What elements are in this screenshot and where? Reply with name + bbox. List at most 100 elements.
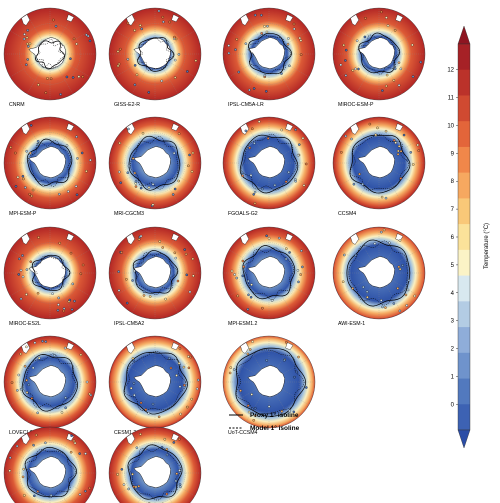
- proxy-site-marker: [396, 152, 400, 156]
- proxy-site-marker: [365, 290, 369, 293]
- proxy-site-marker: [253, 142, 256, 145]
- proxy-site-marker: [385, 16, 388, 19]
- antarctica: [247, 256, 285, 288]
- proxy-site-marker: [285, 247, 288, 250]
- proxy-site-marker: [300, 249, 303, 252]
- proxy-site-marker: [81, 263, 85, 267]
- proxy-site-marker: [46, 77, 49, 80]
- proxy-site-marker: [25, 63, 28, 66]
- map-panel: IPSL-CM5A2: [108, 226, 202, 327]
- proxy-site-marker: [246, 352, 250, 356]
- proxy-site-marker: [35, 433, 38, 437]
- meridian-line: [131, 14, 179, 94]
- colorbar-band: [458, 146, 470, 173]
- legend-proxy-label: Proxy 1° isoline: [250, 411, 299, 419]
- proxy-site-marker: [41, 340, 44, 343]
- map-panel: CCSM4: [332, 116, 426, 217]
- proxy-site-marker: [177, 179, 180, 183]
- panel-label: FGOALS-G2: [228, 211, 258, 217]
- proxy-site-marker: [26, 58, 29, 61]
- proxy-site-marker: [49, 494, 53, 497]
- proxy-site-marker: [257, 120, 261, 123]
- landmass: [21, 433, 30, 445]
- colorbar-band: [458, 198, 470, 225]
- proxy-site-marker: [235, 276, 239, 280]
- proxy-site-marker: [8, 456, 12, 460]
- proxy-site-marker: [251, 127, 254, 130]
- proxy-site-marker: [249, 296, 253, 299]
- proxy-site-marker: [398, 267, 402, 271]
- proxy-site-marker: [36, 291, 40, 295]
- colorbar-band: [458, 275, 470, 302]
- proxy-site-marker: [352, 182, 356, 186]
- proxy-site-marker: [24, 186, 27, 189]
- proxy-site-marker: [273, 183, 277, 187]
- proxy-site-marker: [173, 58, 177, 62]
- proxy-site-marker: [76, 157, 79, 160]
- proxy-site-marker: [118, 141, 121, 145]
- proxy-site-marker: [171, 193, 175, 196]
- proxy-site-marker: [65, 144, 69, 147]
- proxy-site-marker: [27, 45, 30, 48]
- colorbar-tick-label: 11: [448, 96, 455, 102]
- proxy-site-marker: [247, 410, 251, 414]
- proxy-site-marker: [118, 170, 121, 174]
- proxy-site-marker: [411, 163, 415, 166]
- proxy-site-marker: [173, 76, 177, 79]
- proxy-site-marker: [58, 241, 61, 245]
- proxy-site-marker: [165, 453, 169, 457]
- meridian-line: [26, 14, 74, 94]
- proxy-site-marker: [187, 366, 191, 370]
- proxy-site-marker: [228, 371, 232, 375]
- proxy-site-marker: [385, 73, 389, 77]
- proxy-site-marker: [296, 153, 300, 157]
- proxy-site-marker: [251, 340, 254, 343]
- proxy-site-marker: [254, 13, 257, 17]
- model-isoline: [124, 351, 187, 411]
- proxy-site-marker: [25, 150, 28, 153]
- proxy-site-marker: [413, 294, 416, 298]
- colorbar-tick-label: 6: [451, 235, 455, 241]
- proxy-site-marker: [168, 356, 171, 360]
- proxy-site-marker: [407, 279, 411, 282]
- proxy-site-marker: [175, 374, 178, 377]
- panel-label: IPSL-CM5A2: [114, 321, 144, 327]
- proxy-site-marker: [191, 151, 195, 155]
- proxy-site-marker: [25, 345, 28, 349]
- proxy-site-marker: [384, 306, 387, 309]
- landmass: [126, 123, 135, 135]
- proxy-site-marker: [261, 187, 264, 191]
- proxy-site-marker: [21, 275, 25, 279]
- proxy-site-marker: [10, 381, 14, 384]
- proxy-site-marker: [241, 274, 244, 278]
- colorbar-band: [458, 301, 470, 328]
- proxy-site-marker: [142, 290, 146, 294]
- proxy-site-marker: [362, 285, 365, 289]
- proxy-site-marker: [9, 146, 12, 149]
- proxy-site-marker: [165, 447, 169, 451]
- proxy-site-marker: [175, 472, 178, 475]
- landmass: [21, 123, 30, 135]
- landmass: [126, 342, 135, 354]
- proxy-site-marker: [381, 305, 384, 309]
- proxy-site-marker: [163, 438, 167, 441]
- proxy-site-marker: [71, 282, 74, 286]
- proxy-site-marker: [396, 149, 400, 153]
- proxy-isoline: [31, 254, 71, 291]
- proxy-site-marker: [135, 446, 139, 449]
- proxy-site-marker: [277, 236, 281, 240]
- proxy-site-marker: [88, 486, 91, 490]
- proxy-site-marker: [384, 196, 388, 200]
- proxy-site-marker: [19, 297, 23, 301]
- proxy-site-marker: [254, 414, 257, 417]
- model-isoline: [22, 353, 77, 410]
- proxy-site-marker: [28, 42, 32, 46]
- colorbar-band: [458, 121, 470, 148]
- proxy-site-marker: [116, 50, 120, 53]
- proxy-site-marker: [344, 48, 348, 52]
- proxy-site-marker: [297, 280, 300, 284]
- meridian-line: [26, 342, 74, 422]
- antarctica: [133, 456, 171, 488]
- proxy-site-marker: [302, 184, 306, 187]
- proxy-site-marker: [160, 79, 163, 83]
